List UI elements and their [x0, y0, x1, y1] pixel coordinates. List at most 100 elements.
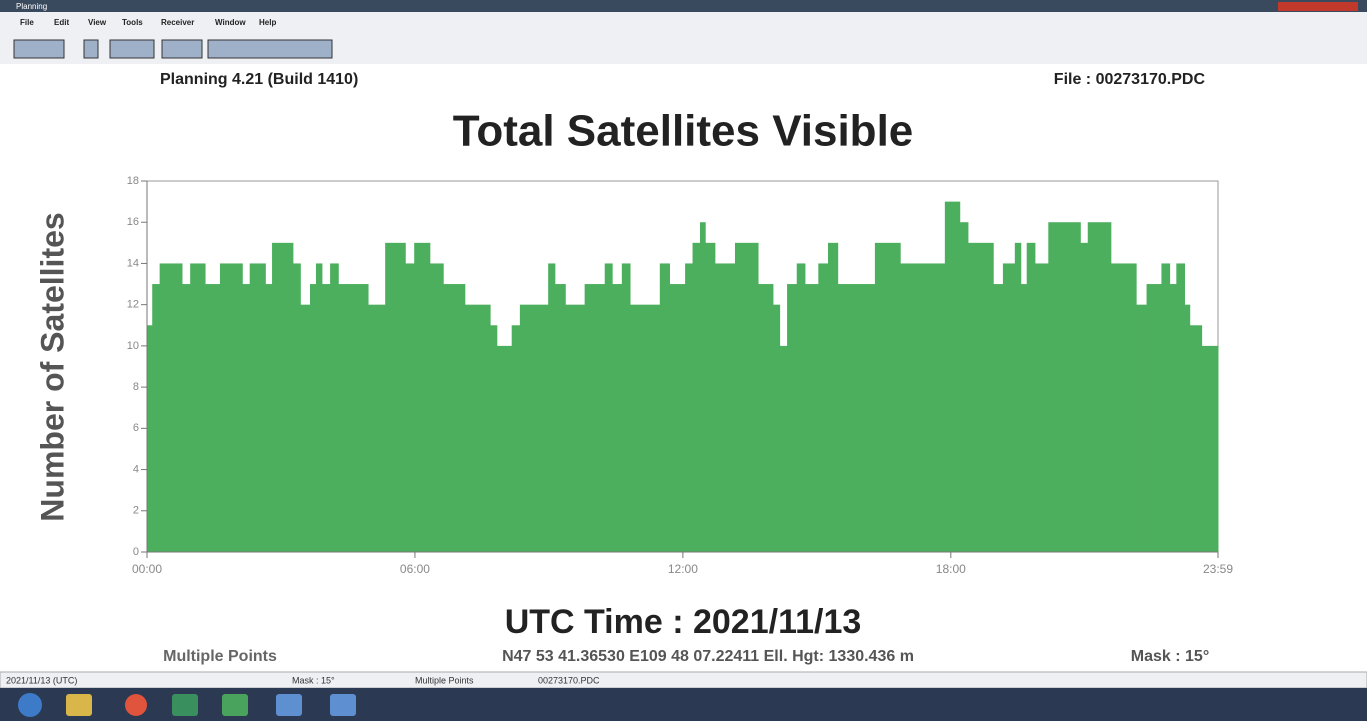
menu-item: Window [215, 18, 246, 27]
status-item: 00273170.PDC [538, 675, 600, 685]
area-step [272, 242, 294, 553]
area-step [385, 242, 406, 553]
y-tick-label: 6 [133, 422, 139, 434]
area-step [152, 284, 161, 552]
area-step [1146, 284, 1162, 552]
taskbar-icon[interactable] [222, 694, 248, 716]
title-bar [0, 0, 1367, 12]
area-step [519, 304, 549, 552]
area-step [818, 263, 829, 552]
x-tick-label: 23:59 [1203, 562, 1233, 576]
plot: 0 2 4 6 8 10 12 14 16 18 00:00 06:00 12:00 18:00 23:59 [127, 175, 1234, 576]
area-step [874, 242, 901, 553]
area-step [1189, 325, 1203, 552]
taskbar-icon[interactable] [172, 694, 198, 716]
area-step [414, 242, 431, 553]
area-step [1201, 345, 1219, 552]
area-step [993, 284, 1004, 552]
area-step [705, 242, 716, 553]
area-step [837, 284, 876, 552]
toolbar-buttons[interactable] [83, 39, 99, 59]
area-step [967, 242, 994, 553]
status-items: 2021/11/13 (UTC) Mask : 15° Multiple Point… [6, 675, 600, 685]
area-step [1087, 222, 1112, 552]
toolbar-buttons[interactable] [161, 39, 203, 59]
status-item: 2021/11/13 (UTC) [6, 675, 77, 685]
area-step [548, 263, 556, 552]
area-step [429, 263, 444, 552]
area-step [368, 304, 386, 552]
area-step [205, 284, 221, 552]
menu-item: View [88, 18, 107, 27]
area-step [669, 284, 686, 552]
area-step [181, 284, 191, 552]
x-tick-label: 18:00 [936, 562, 966, 576]
toolbar-buttons[interactable] [109, 39, 155, 59]
y-tick-label: 0 [133, 546, 139, 558]
area-step [315, 263, 323, 552]
position: N47 53 41.36530 E109 48 07.22411 Ell. Hg… [502, 648, 914, 665]
area-step [1184, 304, 1191, 552]
area-step [772, 304, 781, 552]
area-step [309, 284, 317, 552]
area-step [554, 284, 566, 552]
area-step [249, 263, 266, 552]
area-step [944, 201, 961, 552]
version: Planning 4.21 (Build 1410) [160, 71, 358, 88]
toolbar [13, 39, 333, 59]
area-step [787, 284, 798, 552]
taskbar-icon[interactable] [330, 694, 356, 716]
area-step [475, 304, 491, 552]
menu-item: Help [259, 18, 276, 27]
area-step [699, 222, 706, 552]
taskbar [0, 688, 1367, 721]
menu-toolbar-area [0, 12, 1367, 64]
area-step [604, 263, 613, 552]
area-step [338, 284, 369, 552]
point-name: Multiple Points [163, 648, 277, 665]
area-step [959, 222, 969, 552]
area-step [159, 263, 183, 552]
area-step [242, 284, 251, 552]
area-step [1034, 263, 1049, 552]
area-step [147, 325, 153, 552]
status-item: Mask : 15° [292, 675, 335, 685]
area-step [490, 325, 498, 552]
y-tick-label: 10 [127, 340, 139, 352]
area-step [1136, 304, 1148, 552]
area-step [496, 345, 513, 552]
window-controls[interactable] [1278, 2, 1358, 11]
mask: Mask : 15° [1131, 648, 1209, 665]
status-bar [0, 671, 1367, 689]
chart-title: Total Satellites Visible [453, 107, 914, 156]
y-tick-label: 2 [133, 505, 139, 517]
taskbar-icon[interactable] [125, 694, 147, 716]
x-tick-label: 00:00 [132, 562, 162, 576]
area-step [443, 284, 466, 552]
x-tick-label: 06:00 [400, 562, 430, 576]
area-step [758, 284, 774, 552]
toolbar-buttons[interactable] [207, 39, 333, 59]
area-step [584, 284, 606, 552]
area-step [511, 325, 521, 552]
y-tick-label: 8 [133, 381, 139, 393]
taskbar-icon[interactable] [66, 694, 92, 716]
menu-item: Receiver [161, 18, 194, 27]
taskbar-icon[interactable] [276, 694, 302, 716]
area-step [659, 263, 670, 552]
area-step [1110, 263, 1137, 552]
start-button[interactable] [18, 693, 42, 717]
area-step [265, 284, 273, 552]
area-step [612, 284, 623, 552]
area-step [804, 284, 819, 552]
area-step [405, 263, 415, 552]
x-tick-label: 12:00 [668, 562, 698, 576]
area-step [1020, 284, 1028, 552]
y-axis-label: Number of Satellites [34, 212, 70, 521]
area-step [1014, 242, 1022, 553]
area-step [321, 284, 331, 552]
toolbar-buttons[interactable] [13, 39, 65, 59]
menu-bar: File Edit View Tools Receiver Window Help [20, 18, 276, 27]
area-step [292, 263, 301, 552]
y-tick-label: 12 [127, 299, 139, 311]
